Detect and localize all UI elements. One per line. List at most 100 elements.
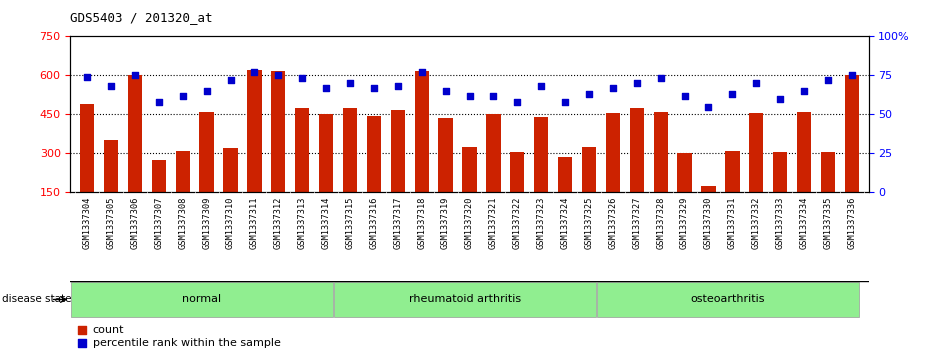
FancyBboxPatch shape [596, 282, 858, 317]
Text: GSM1337315: GSM1337315 [346, 197, 355, 249]
Text: GSM1337331: GSM1337331 [728, 197, 737, 249]
Point [199, 88, 214, 94]
Point [844, 72, 859, 78]
Bar [414, 72, 429, 192]
Point [247, 69, 262, 75]
Point [821, 77, 836, 83]
Text: GSM1337311: GSM1337311 [250, 197, 259, 249]
Text: GSM1337304: GSM1337304 [83, 197, 92, 249]
Text: GSM1337327: GSM1337327 [632, 197, 641, 249]
Point [558, 99, 573, 105]
Text: GSM1337318: GSM1337318 [417, 197, 426, 249]
Point [176, 93, 191, 98]
Point [462, 93, 477, 98]
FancyBboxPatch shape [333, 282, 595, 317]
Text: GSM1337305: GSM1337305 [106, 197, 115, 249]
Text: GSM1337336: GSM1337336 [847, 197, 856, 249]
Text: GSM1337322: GSM1337322 [513, 197, 522, 249]
Text: GSM1337333: GSM1337333 [776, 197, 785, 249]
Bar [510, 152, 525, 192]
Bar [630, 108, 644, 192]
Point [128, 72, 143, 78]
Text: GSM1337324: GSM1337324 [561, 197, 570, 249]
Bar [534, 117, 548, 192]
Point [343, 80, 358, 86]
Bar [247, 70, 262, 192]
Point [439, 88, 454, 94]
Text: GSM1337310: GSM1337310 [226, 197, 235, 249]
Bar [271, 72, 285, 192]
Point [318, 85, 333, 91]
Text: rheumatoid arthritis: rheumatoid arthritis [408, 294, 521, 305]
Bar [701, 186, 716, 192]
Bar [343, 108, 357, 192]
Text: GSM1337326: GSM1337326 [608, 197, 617, 249]
Bar [606, 113, 620, 192]
Bar [462, 147, 477, 192]
Text: GSM1337314: GSM1337314 [322, 197, 331, 249]
Bar [104, 140, 118, 192]
Text: GSM1337321: GSM1337321 [489, 197, 498, 249]
Bar [128, 75, 142, 192]
Point [151, 99, 166, 105]
Point [510, 99, 525, 105]
Point [700, 104, 716, 110]
Text: GSM1337309: GSM1337309 [202, 197, 211, 249]
Bar [152, 160, 166, 192]
Text: disease state: disease state [2, 294, 71, 305]
Bar [773, 152, 787, 192]
Point [677, 93, 692, 98]
Point [654, 76, 669, 81]
Text: GSM1337328: GSM1337328 [656, 197, 665, 249]
Bar [199, 112, 214, 192]
Bar [223, 148, 238, 192]
Text: GSM1337316: GSM1337316 [369, 197, 378, 249]
Text: GSM1337320: GSM1337320 [465, 197, 474, 249]
Text: GSM1337319: GSM1337319 [441, 197, 450, 249]
Text: GSM1337329: GSM1337329 [680, 197, 689, 249]
Bar [391, 110, 405, 192]
Text: GDS5403 / 201320_at: GDS5403 / 201320_at [70, 11, 213, 24]
Text: GSM1337323: GSM1337323 [537, 197, 546, 249]
Point [223, 77, 239, 83]
Bar [821, 152, 835, 192]
Bar [295, 108, 309, 192]
Point [606, 85, 621, 91]
Text: GSM1337306: GSM1337306 [131, 197, 140, 249]
Point [270, 72, 285, 78]
Text: GSM1337330: GSM1337330 [704, 197, 713, 249]
Point [725, 91, 740, 97]
Text: GSM1337308: GSM1337308 [178, 197, 187, 249]
Text: GSM1337334: GSM1337334 [799, 197, 808, 249]
Legend: count, percentile rank within the sample: count, percentile rank within the sample [76, 325, 281, 348]
Point [391, 83, 406, 89]
Bar [749, 113, 763, 192]
Bar [677, 153, 692, 192]
Point [796, 88, 811, 94]
Point [629, 80, 644, 86]
Bar [439, 118, 453, 192]
Text: GSM1337317: GSM1337317 [393, 197, 402, 249]
Text: GSM1337325: GSM1337325 [584, 197, 593, 249]
Point [80, 74, 95, 80]
Text: GSM1337335: GSM1337335 [824, 197, 833, 249]
Text: GSM1337332: GSM1337332 [752, 197, 761, 249]
Bar [176, 151, 190, 192]
Bar [558, 157, 572, 192]
Point [295, 76, 310, 81]
Text: osteoarthritis: osteoarthritis [690, 294, 765, 305]
Text: GSM1337313: GSM1337313 [298, 197, 307, 249]
Bar [582, 147, 596, 192]
Point [773, 96, 788, 102]
Point [748, 80, 763, 86]
Text: normal: normal [182, 294, 222, 305]
Point [485, 93, 500, 98]
FancyBboxPatch shape [71, 282, 332, 317]
Bar [486, 114, 500, 192]
Bar [319, 114, 333, 192]
Bar [725, 151, 740, 192]
Point [533, 83, 548, 89]
Point [366, 85, 381, 91]
Point [414, 69, 429, 75]
Point [103, 83, 118, 89]
